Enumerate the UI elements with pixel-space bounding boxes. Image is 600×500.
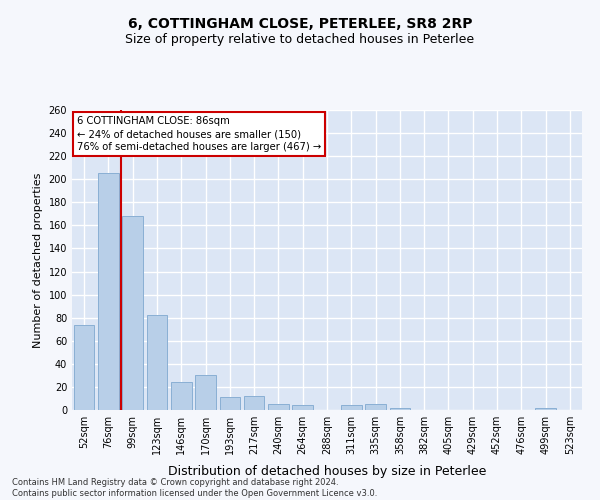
- Text: Size of property relative to detached houses in Peterlee: Size of property relative to detached ho…: [125, 32, 475, 46]
- Text: Contains HM Land Registry data © Crown copyright and database right 2024.
Contai: Contains HM Land Registry data © Crown c…: [12, 478, 377, 498]
- Bar: [341, 406, 362, 410]
- Bar: [146, 316, 167, 410]
- Bar: [389, 408, 410, 410]
- Bar: [244, 396, 265, 410]
- Text: 6 COTTINGHAM CLOSE: 86sqm
← 24% of detached houses are smaller (150)
76% of semi: 6 COTTINGHAM CLOSE: 86sqm ← 24% of detac…: [77, 116, 322, 152]
- Text: 6, COTTINGHAM CLOSE, PETERLEE, SR8 2RP: 6, COTTINGHAM CLOSE, PETERLEE, SR8 2RP: [128, 18, 472, 32]
- Bar: [220, 398, 240, 410]
- Bar: [122, 216, 143, 410]
- Y-axis label: Number of detached properties: Number of detached properties: [33, 172, 43, 348]
- Bar: [535, 408, 556, 410]
- Bar: [74, 324, 94, 410]
- Bar: [292, 406, 313, 410]
- Bar: [98, 174, 119, 410]
- X-axis label: Distribution of detached houses by size in Peterlee: Distribution of detached houses by size …: [168, 466, 486, 478]
- Bar: [365, 404, 386, 410]
- Bar: [171, 382, 191, 410]
- Bar: [268, 404, 289, 410]
- Bar: [195, 376, 216, 410]
